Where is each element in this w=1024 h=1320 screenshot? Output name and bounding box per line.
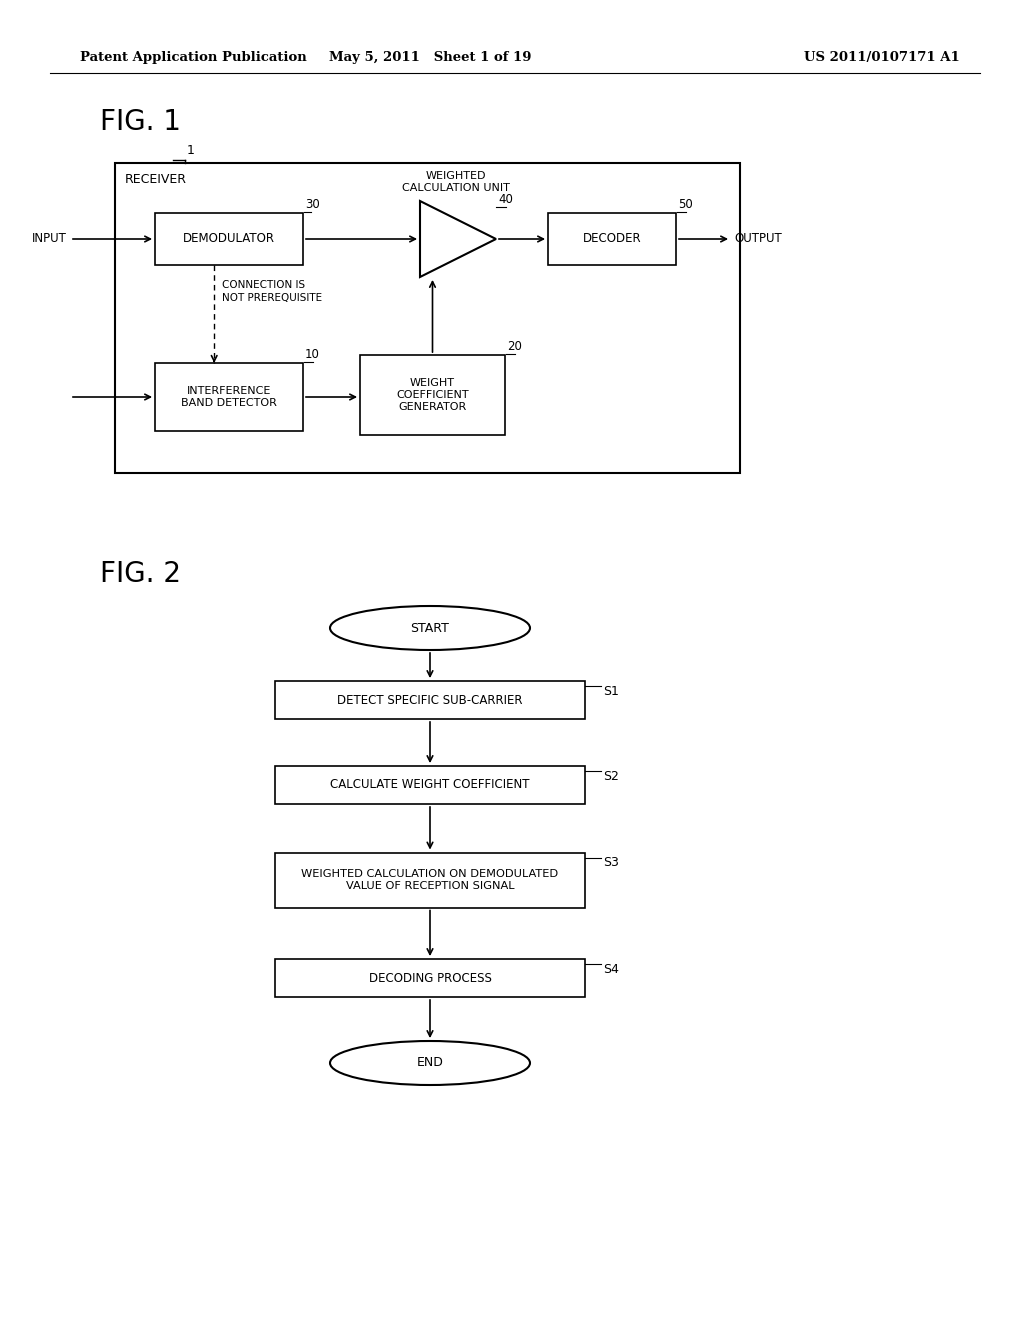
- Text: OUTPUT: OUTPUT: [734, 232, 781, 246]
- Text: START: START: [411, 622, 450, 635]
- Ellipse shape: [330, 1041, 530, 1085]
- Bar: [155, 363, 303, 432]
- Bar: [548, 213, 676, 265]
- Text: INPUT: INPUT: [32, 232, 67, 246]
- Text: S4: S4: [603, 964, 618, 975]
- Text: US 2011/0107171 A1: US 2011/0107171 A1: [804, 51, 961, 65]
- Text: DETECT SPECIFIC SUB-CARRIER: DETECT SPECIFIC SUB-CARRIER: [337, 693, 522, 706]
- Text: FIG. 1: FIG. 1: [100, 108, 181, 136]
- Text: S2: S2: [603, 770, 618, 783]
- Text: WEIGHTED CALCULATION ON DEMODULATED
VALUE OF RECEPTION SIGNAL: WEIGHTED CALCULATION ON DEMODULATED VALU…: [301, 869, 558, 891]
- Text: RECEIVER: RECEIVER: [125, 173, 187, 186]
- Bar: [360, 355, 505, 436]
- Text: 10: 10: [305, 348, 319, 360]
- Text: WEIGHT
COEFFICIENT
GENERATOR: WEIGHT COEFFICIENT GENERATOR: [396, 379, 469, 412]
- Text: 40: 40: [498, 193, 513, 206]
- Text: 30: 30: [305, 198, 319, 211]
- Text: 50: 50: [678, 198, 693, 211]
- Text: 20: 20: [507, 341, 522, 352]
- Text: DEMODULATOR: DEMODULATOR: [183, 232, 275, 246]
- Text: CONNECTION IS
NOT PREREQUISITE: CONNECTION IS NOT PREREQUISITE: [222, 280, 323, 304]
- Text: S1: S1: [603, 685, 618, 698]
- Text: Patent Application Publication: Patent Application Publication: [80, 51, 307, 65]
- Bar: [155, 213, 303, 265]
- Bar: [275, 681, 585, 719]
- Bar: [275, 853, 585, 908]
- Text: INTERFERENCE
BAND DETECTOR: INTERFERENCE BAND DETECTOR: [181, 387, 276, 408]
- Ellipse shape: [330, 606, 530, 649]
- Text: May 5, 2011   Sheet 1 of 19: May 5, 2011 Sheet 1 of 19: [329, 51, 531, 65]
- Text: CALCULATE WEIGHT COEFFICIENT: CALCULATE WEIGHT COEFFICIENT: [331, 779, 529, 792]
- Text: 1: 1: [187, 144, 195, 157]
- Text: WEIGHTED
CALCULATION UNIT: WEIGHTED CALCULATION UNIT: [402, 170, 510, 193]
- Bar: [275, 960, 585, 997]
- Bar: [115, 162, 740, 473]
- Text: DECODER: DECODER: [583, 232, 641, 246]
- Text: S3: S3: [603, 857, 618, 870]
- Bar: [275, 766, 585, 804]
- Text: FIG. 2: FIG. 2: [100, 560, 181, 587]
- Text: DECODING PROCESS: DECODING PROCESS: [369, 972, 492, 985]
- Text: END: END: [417, 1056, 443, 1069]
